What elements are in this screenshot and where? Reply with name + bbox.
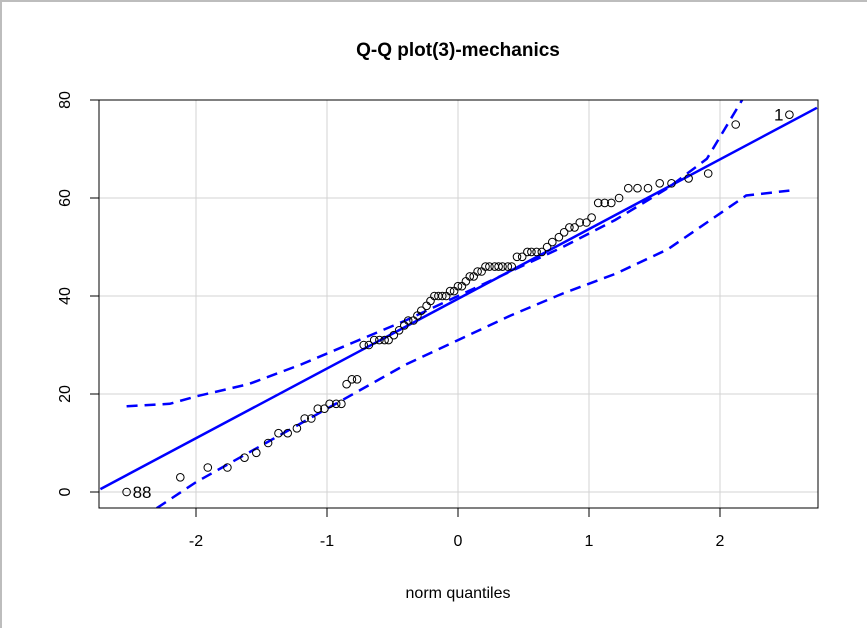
point-label: 88 <box>133 483 152 502</box>
data-point <box>633 183 642 193</box>
data-point <box>283 428 293 438</box>
data-point <box>337 399 346 409</box>
data-point <box>274 428 283 438</box>
data-point <box>403 316 413 325</box>
confidence-envelopes <box>126 100 790 508</box>
data-point <box>481 262 490 271</box>
envelope-path <box>126 100 744 408</box>
data-point <box>375 335 384 345</box>
data-point <box>494 262 503 271</box>
data-point <box>624 183 633 193</box>
data-point <box>292 424 302 433</box>
x-tick-label: 1 <box>584 533 594 550</box>
x-tick-label: 2 <box>715 533 725 550</box>
data-point <box>465 272 475 281</box>
data-point <box>300 414 310 423</box>
data-point <box>785 110 794 119</box>
data-point <box>240 453 249 463</box>
x-tick-label: -2 <box>188 533 204 550</box>
data-point <box>512 252 522 262</box>
data-point <box>684 174 693 183</box>
data-point <box>643 183 653 193</box>
data-point <box>438 291 447 301</box>
data-point <box>575 218 585 227</box>
y-tick-label: 0 <box>57 487 74 497</box>
data-point <box>542 242 552 252</box>
x-tick-label: -1 <box>319 533 335 550</box>
data-point <box>380 335 389 345</box>
data-point <box>532 247 541 257</box>
data-point <box>570 223 579 232</box>
data-point <box>122 487 131 497</box>
point-label: 1 <box>774 106 783 125</box>
data-point <box>389 330 399 340</box>
data-point <box>485 262 494 271</box>
data-point <box>554 232 564 242</box>
data-point <box>600 198 610 208</box>
data-point <box>523 247 532 257</box>
reference-line-path <box>99 106 818 491</box>
data-point <box>527 247 536 257</box>
data-point <box>548 237 557 247</box>
data-point <box>422 301 431 311</box>
data-point <box>517 252 527 262</box>
x-tick-label: 0 <box>453 533 463 550</box>
envelope-path <box>156 189 790 508</box>
data-point <box>325 399 334 409</box>
y-tick-label: 40 <box>57 287 74 305</box>
data-point <box>593 198 603 208</box>
data-point <box>473 267 482 276</box>
data-point <box>352 375 362 384</box>
data-point <box>342 379 351 389</box>
data-point <box>565 223 574 232</box>
data-point <box>320 404 329 414</box>
data-point <box>655 179 665 188</box>
data-points <box>122 110 794 497</box>
data-point <box>703 169 713 178</box>
data-point <box>176 473 185 482</box>
grid-lines <box>99 99 818 508</box>
data-point <box>607 198 616 208</box>
y-tick-label: 80 <box>57 91 74 109</box>
data-point <box>582 218 591 227</box>
y-tick-label: 20 <box>57 385 74 403</box>
data-point <box>307 414 316 423</box>
data-point <box>331 399 341 409</box>
data-point <box>359 340 369 350</box>
data-point <box>223 463 232 472</box>
data-point <box>503 262 513 271</box>
data-point <box>426 296 435 306</box>
point-labels: 88 1 <box>133 106 784 502</box>
data-point <box>203 463 213 472</box>
data-point <box>347 375 357 384</box>
data-point <box>263 438 273 448</box>
data-point <box>369 335 379 345</box>
data-point <box>313 404 323 414</box>
data-point <box>614 193 624 203</box>
data-point <box>364 340 374 350</box>
data-point <box>537 247 547 257</box>
data-point <box>251 448 261 458</box>
x-axis-label: norm quantiles <box>405 585 511 602</box>
data-point <box>417 306 426 316</box>
data-point <box>453 281 463 291</box>
axis-ticks <box>90 99 721 517</box>
data-point <box>667 179 676 188</box>
data-point <box>559 228 569 237</box>
y-tick-label: 60 <box>57 189 74 207</box>
data-point <box>498 262 507 271</box>
data-point <box>587 213 596 222</box>
data-point <box>384 335 393 345</box>
data-point <box>507 262 517 271</box>
data-point <box>731 120 741 129</box>
data-point <box>394 326 404 335</box>
data-point <box>445 286 455 296</box>
data-point <box>461 277 471 286</box>
reference-line <box>99 106 818 491</box>
chart-title: Q-Q plot(3)-mechanics <box>356 40 560 61</box>
